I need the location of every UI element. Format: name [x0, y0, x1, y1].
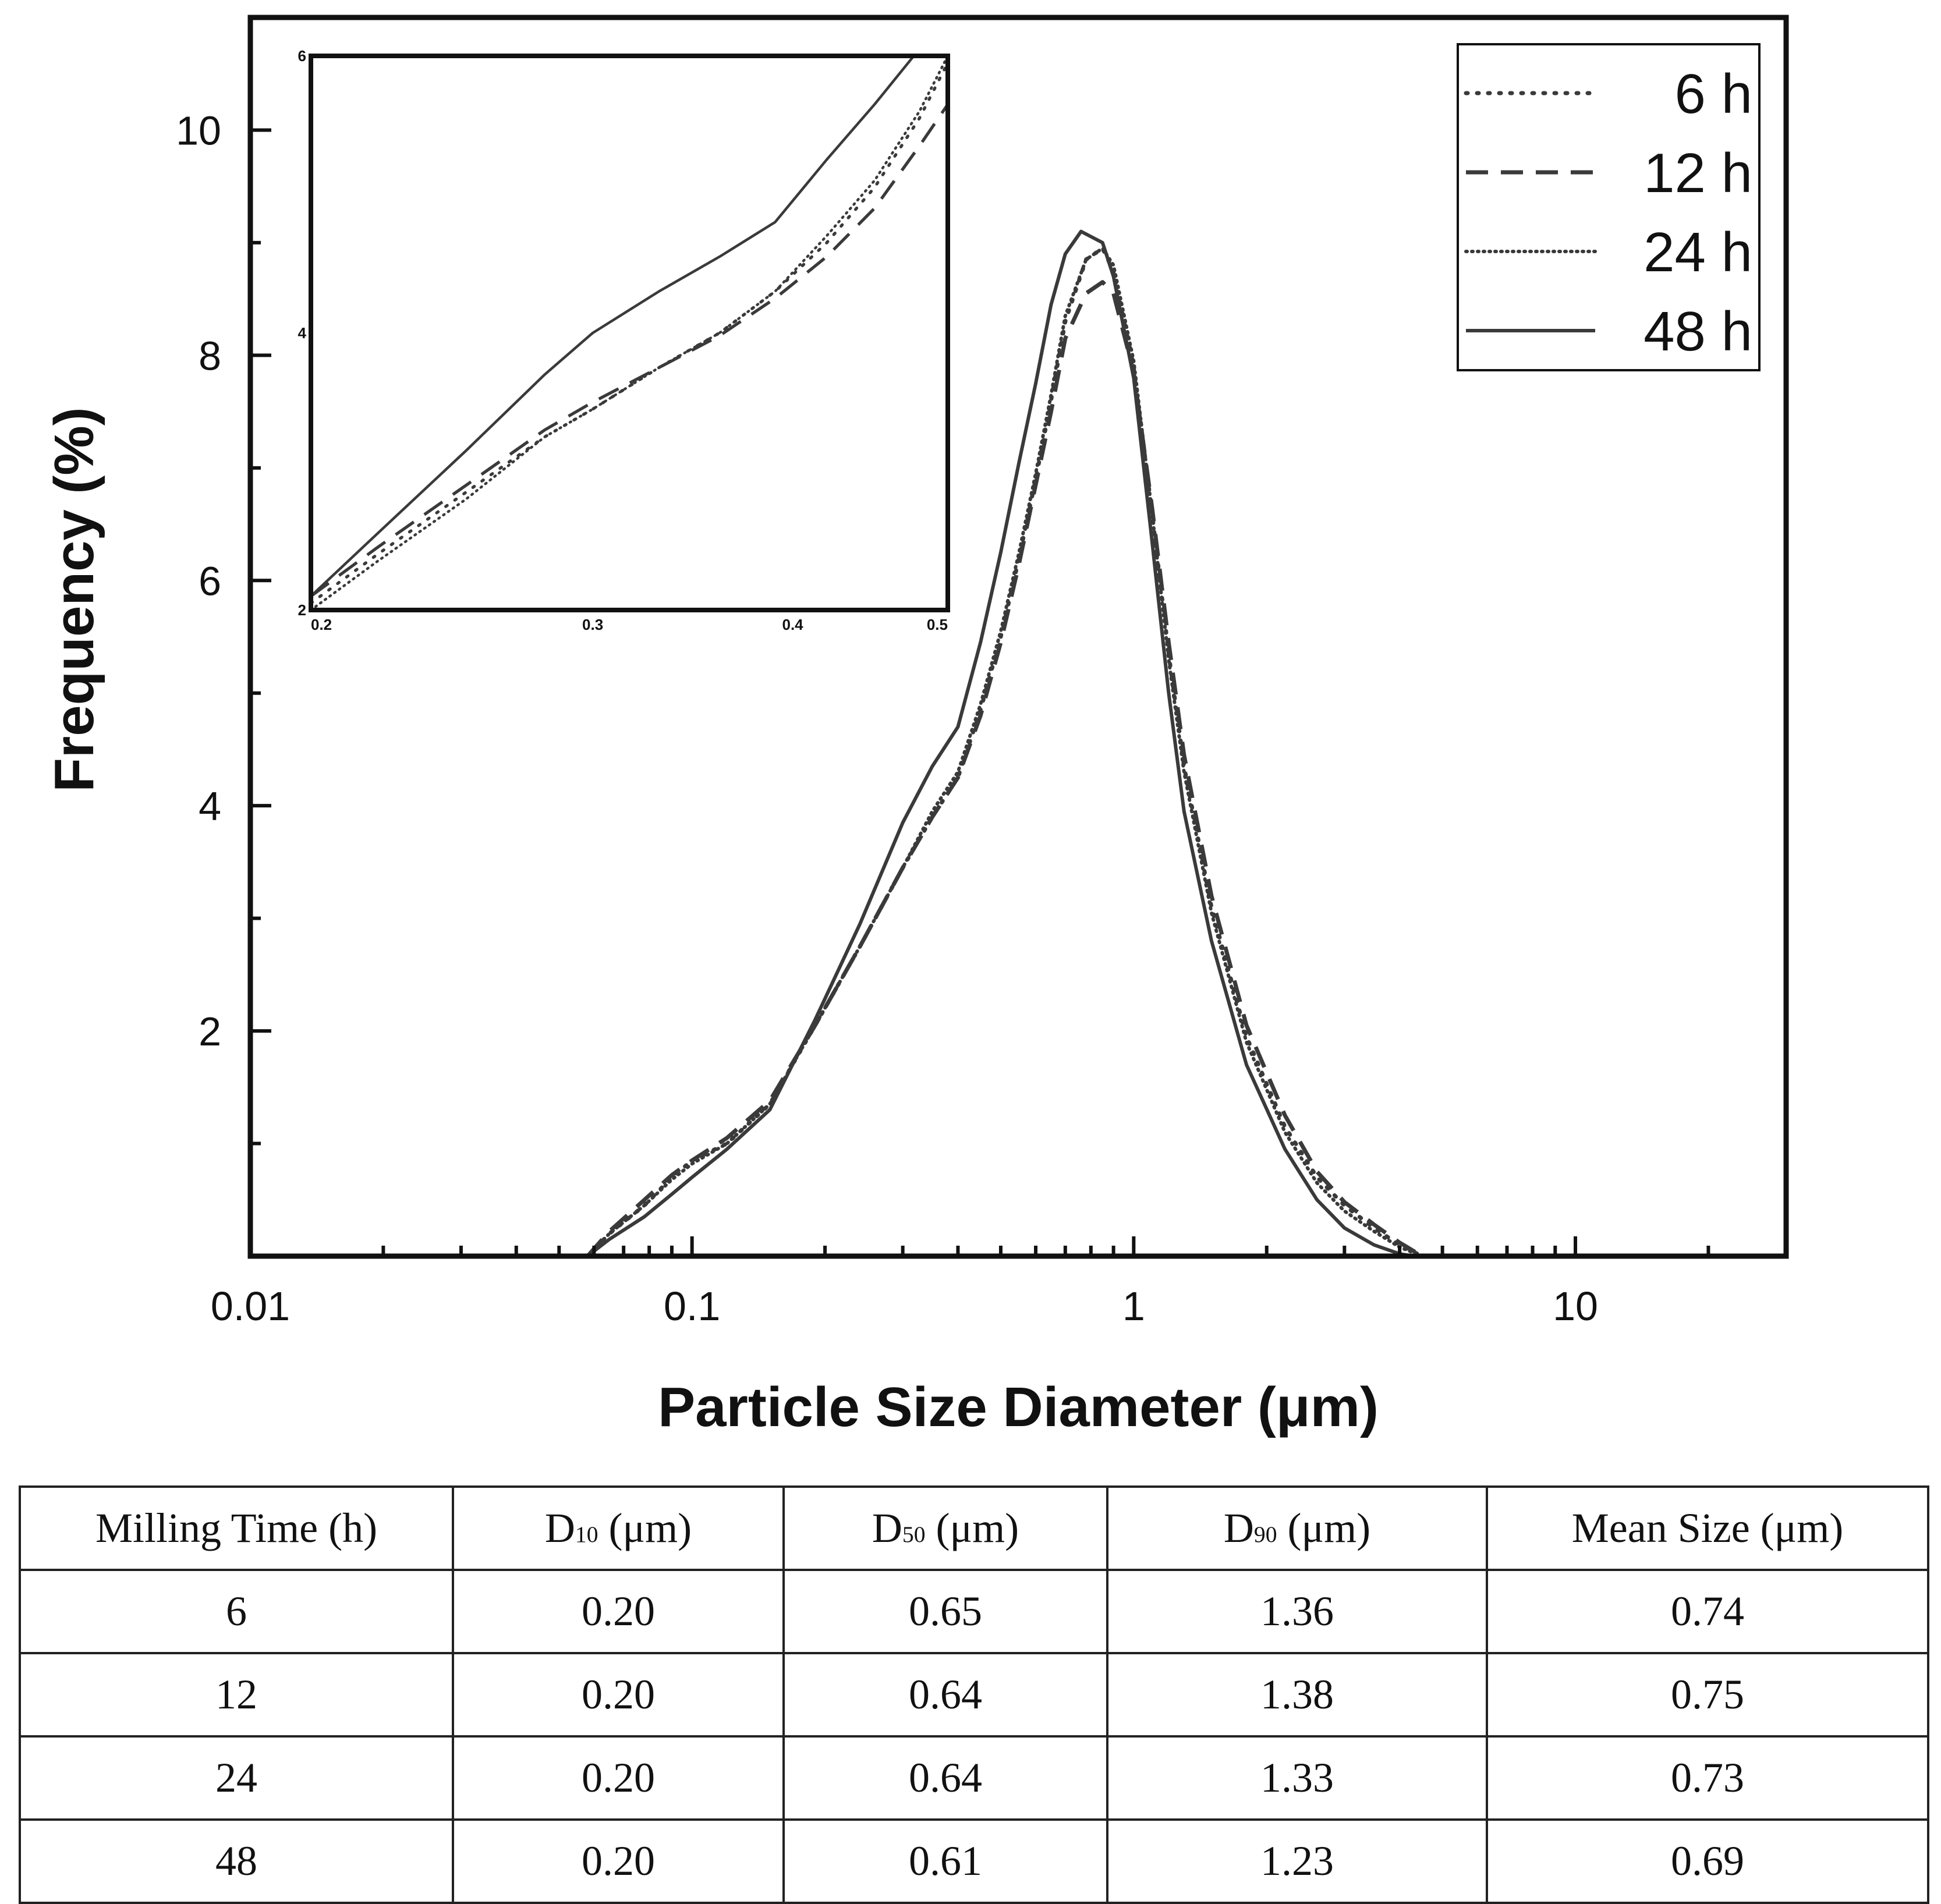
- cell-d50: 0.61: [782, 1818, 1108, 1904]
- cell-d10: 0.20: [452, 1652, 785, 1738]
- inset-series-48-h: [311, 56, 916, 597]
- x-tick-label: 0.1: [664, 1283, 720, 1329]
- cell-d50: 0.65: [782, 1569, 1108, 1654]
- cell-d90: 1.33: [1106, 1735, 1488, 1821]
- y-axis-title: Frequency (%): [43, 407, 105, 792]
- y-tick-label: 2: [199, 1009, 221, 1054]
- cell-d10: 0.20: [452, 1569, 785, 1654]
- x-tick-label: 1: [1122, 1283, 1145, 1329]
- cell-milling-time: 6: [19, 1569, 454, 1654]
- legend-label-24-h: 24 h: [1644, 221, 1752, 283]
- cell-d50: 0.64: [782, 1652, 1108, 1738]
- header-milling-time: Milling Time (h): [19, 1485, 454, 1571]
- cell-milling-time: 24: [19, 1735, 454, 1821]
- particle-size-table: Milling Time (h) D10 (μm) D50 (μm) D90 (…: [19, 1485, 1929, 1904]
- cell-mean-size: 0.73: [1486, 1735, 1929, 1821]
- main-series-24-h: [586, 246, 1424, 1256]
- y-tick-label: 6: [199, 558, 221, 604]
- inset-x-tick-label: 0.3: [582, 616, 603, 633]
- y-tick-label: 8: [199, 333, 221, 378]
- inset-x-tick-label: 0.4: [782, 616, 804, 633]
- inset-y-tick-label: 4: [298, 324, 307, 342]
- cell-milling-time: 12: [19, 1652, 454, 1738]
- x-tick-label: 10: [1553, 1283, 1598, 1329]
- header-d90: D90 (μm): [1106, 1485, 1488, 1571]
- inset-plot: 0.2 0.3 0.4 0.5 2 4 6: [298, 47, 950, 633]
- particle-size-chart: 0.01 0.1 1 10 2 4 6 8 10 0.2 0.3 0.4 0.5 2 4 6 Parti…: [43, 15, 1789, 1438]
- y-tick-label: 10: [176, 108, 221, 153]
- cell-mean-size: 0.74: [1486, 1569, 1929, 1654]
- inset-y-tick-label: 6: [298, 47, 306, 65]
- legend-label-6-h: 6 h: [1675, 63, 1752, 125]
- table-row: 6 0.20 0.65 1.36 0.74: [19, 1569, 1929, 1654]
- cell-mean-size: 0.69: [1486, 1818, 1929, 1904]
- inset-plot-frame: [309, 54, 950, 612]
- table-row: 12 0.20 0.64 1.38 0.75: [19, 1652, 1929, 1738]
- cell-d90: 1.38: [1106, 1652, 1488, 1738]
- x-axis-title: Particle Size Diameter (μm): [658, 1376, 1379, 1438]
- inset-series-24-h: [311, 56, 948, 610]
- inset-y-tick-label: 2: [298, 601, 306, 619]
- legend-box: [1457, 43, 1761, 371]
- main-series-48-h: [586, 229, 1414, 1256]
- cell-mean-size: 0.75: [1486, 1652, 1929, 1738]
- legend: 6 h 12 h 24 h 48 h: [1457, 43, 1761, 371]
- table-row: 48 0.20 0.61 1.23 0.69: [19, 1818, 1929, 1904]
- table-row: 24 0.20 0.64 1.33 0.73: [19, 1735, 1929, 1821]
- cell-d90: 1.36: [1106, 1569, 1488, 1654]
- inset-series-12-h: [311, 103, 948, 598]
- x-tick-label: 0.01: [211, 1283, 290, 1329]
- legend-label-12-h: 12 h: [1644, 142, 1752, 204]
- cell-d90: 1.23: [1106, 1818, 1488, 1904]
- header-d50: D50 (μm): [782, 1485, 1108, 1571]
- cell-d50: 0.64: [782, 1735, 1108, 1821]
- y-tick-label: 4: [199, 783, 221, 829]
- cell-d10: 0.20: [452, 1818, 785, 1904]
- cell-d10: 0.20: [452, 1735, 785, 1821]
- main-series-12-h: [586, 280, 1423, 1256]
- header-mean-size: Mean Size (μm): [1486, 1485, 1929, 1571]
- table-header-row: Milling Time (h) D10 (μm) D50 (μm) D90 (…: [19, 1485, 1929, 1571]
- legend-label-48-h: 48 h: [1644, 300, 1752, 363]
- main-plot-frame: [247, 15, 1789, 1259]
- main-plot: 0.01 0.1 1 10 2 4 6 8 10: [176, 15, 1789, 1329]
- cell-milling-time: 48: [19, 1818, 454, 1904]
- header-d10: D10 (μm): [452, 1485, 785, 1571]
- inset-x-tick-label: 0.2: [311, 616, 332, 633]
- inset-x-tick-label: 0.5: [927, 616, 948, 633]
